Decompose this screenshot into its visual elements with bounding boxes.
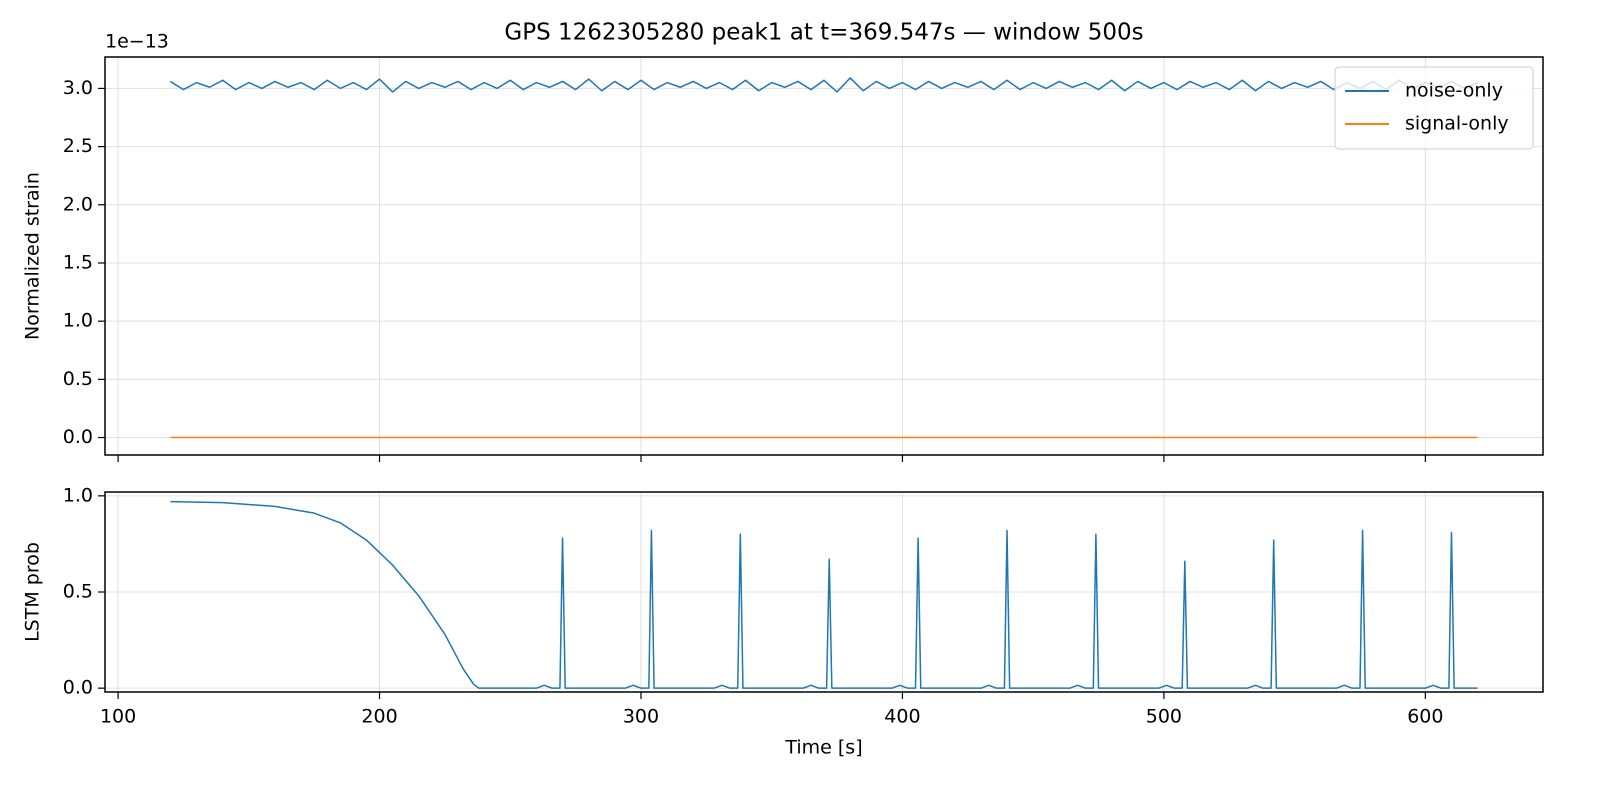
y-tick-label: 1.0 <box>63 484 93 506</box>
y-offset-label: 1e−13 <box>105 31 169 53</box>
y-tick-label: 2.0 <box>63 193 93 215</box>
y-axis-label: LSTM prob <box>22 542 44 642</box>
legend-box <box>1334 66 1534 150</box>
line-series <box>170 500 1478 689</box>
x-tick-label: 500 <box>1146 706 1182 728</box>
x-tick-label: 400 <box>884 706 920 728</box>
y-tick-label: 0.5 <box>63 368 93 390</box>
axes-frame <box>104 56 1544 456</box>
x-tick-label: 200 <box>361 706 397 728</box>
y-tick-label: 0.0 <box>63 677 93 699</box>
legend-label: noise-only <box>1405 80 1503 102</box>
y-tick-label: 2.5 <box>63 135 93 157</box>
y-tick-label: 0.0 <box>63 426 93 448</box>
y-tick-label: 1.5 <box>63 251 93 273</box>
y-tick-label: 0.5 <box>63 581 93 603</box>
axes-frame <box>104 491 1544 693</box>
panel: 0.0 0.5 1.0 1.5 2.0 2.5 3.0 GPS 1262305280 peak… <box>22 20 1544 462</box>
legend-label: signal-only <box>1405 113 1509 135</box>
legend: noise-only signal-only <box>1334 66 1534 150</box>
panel: 100 200 300 400 500 600 0.0 0.5 1.0 LSTM prob Time… <box>22 484 1544 759</box>
line-series <box>169 77 1478 93</box>
x-tick-label: 100 <box>100 706 136 728</box>
y-axis-label: Normalized strain <box>22 172 44 340</box>
y-tick-label: 3.0 <box>63 77 93 99</box>
chart-title: GPS 1262305280 peak1 at t=369.547s — win… <box>504 20 1143 46</box>
x-axis-label: Time [s] <box>784 737 862 759</box>
x-tick-label: 600 <box>1407 706 1443 728</box>
x-tick-label: 300 <box>623 706 659 728</box>
y-tick-label: 1.0 <box>63 310 93 332</box>
